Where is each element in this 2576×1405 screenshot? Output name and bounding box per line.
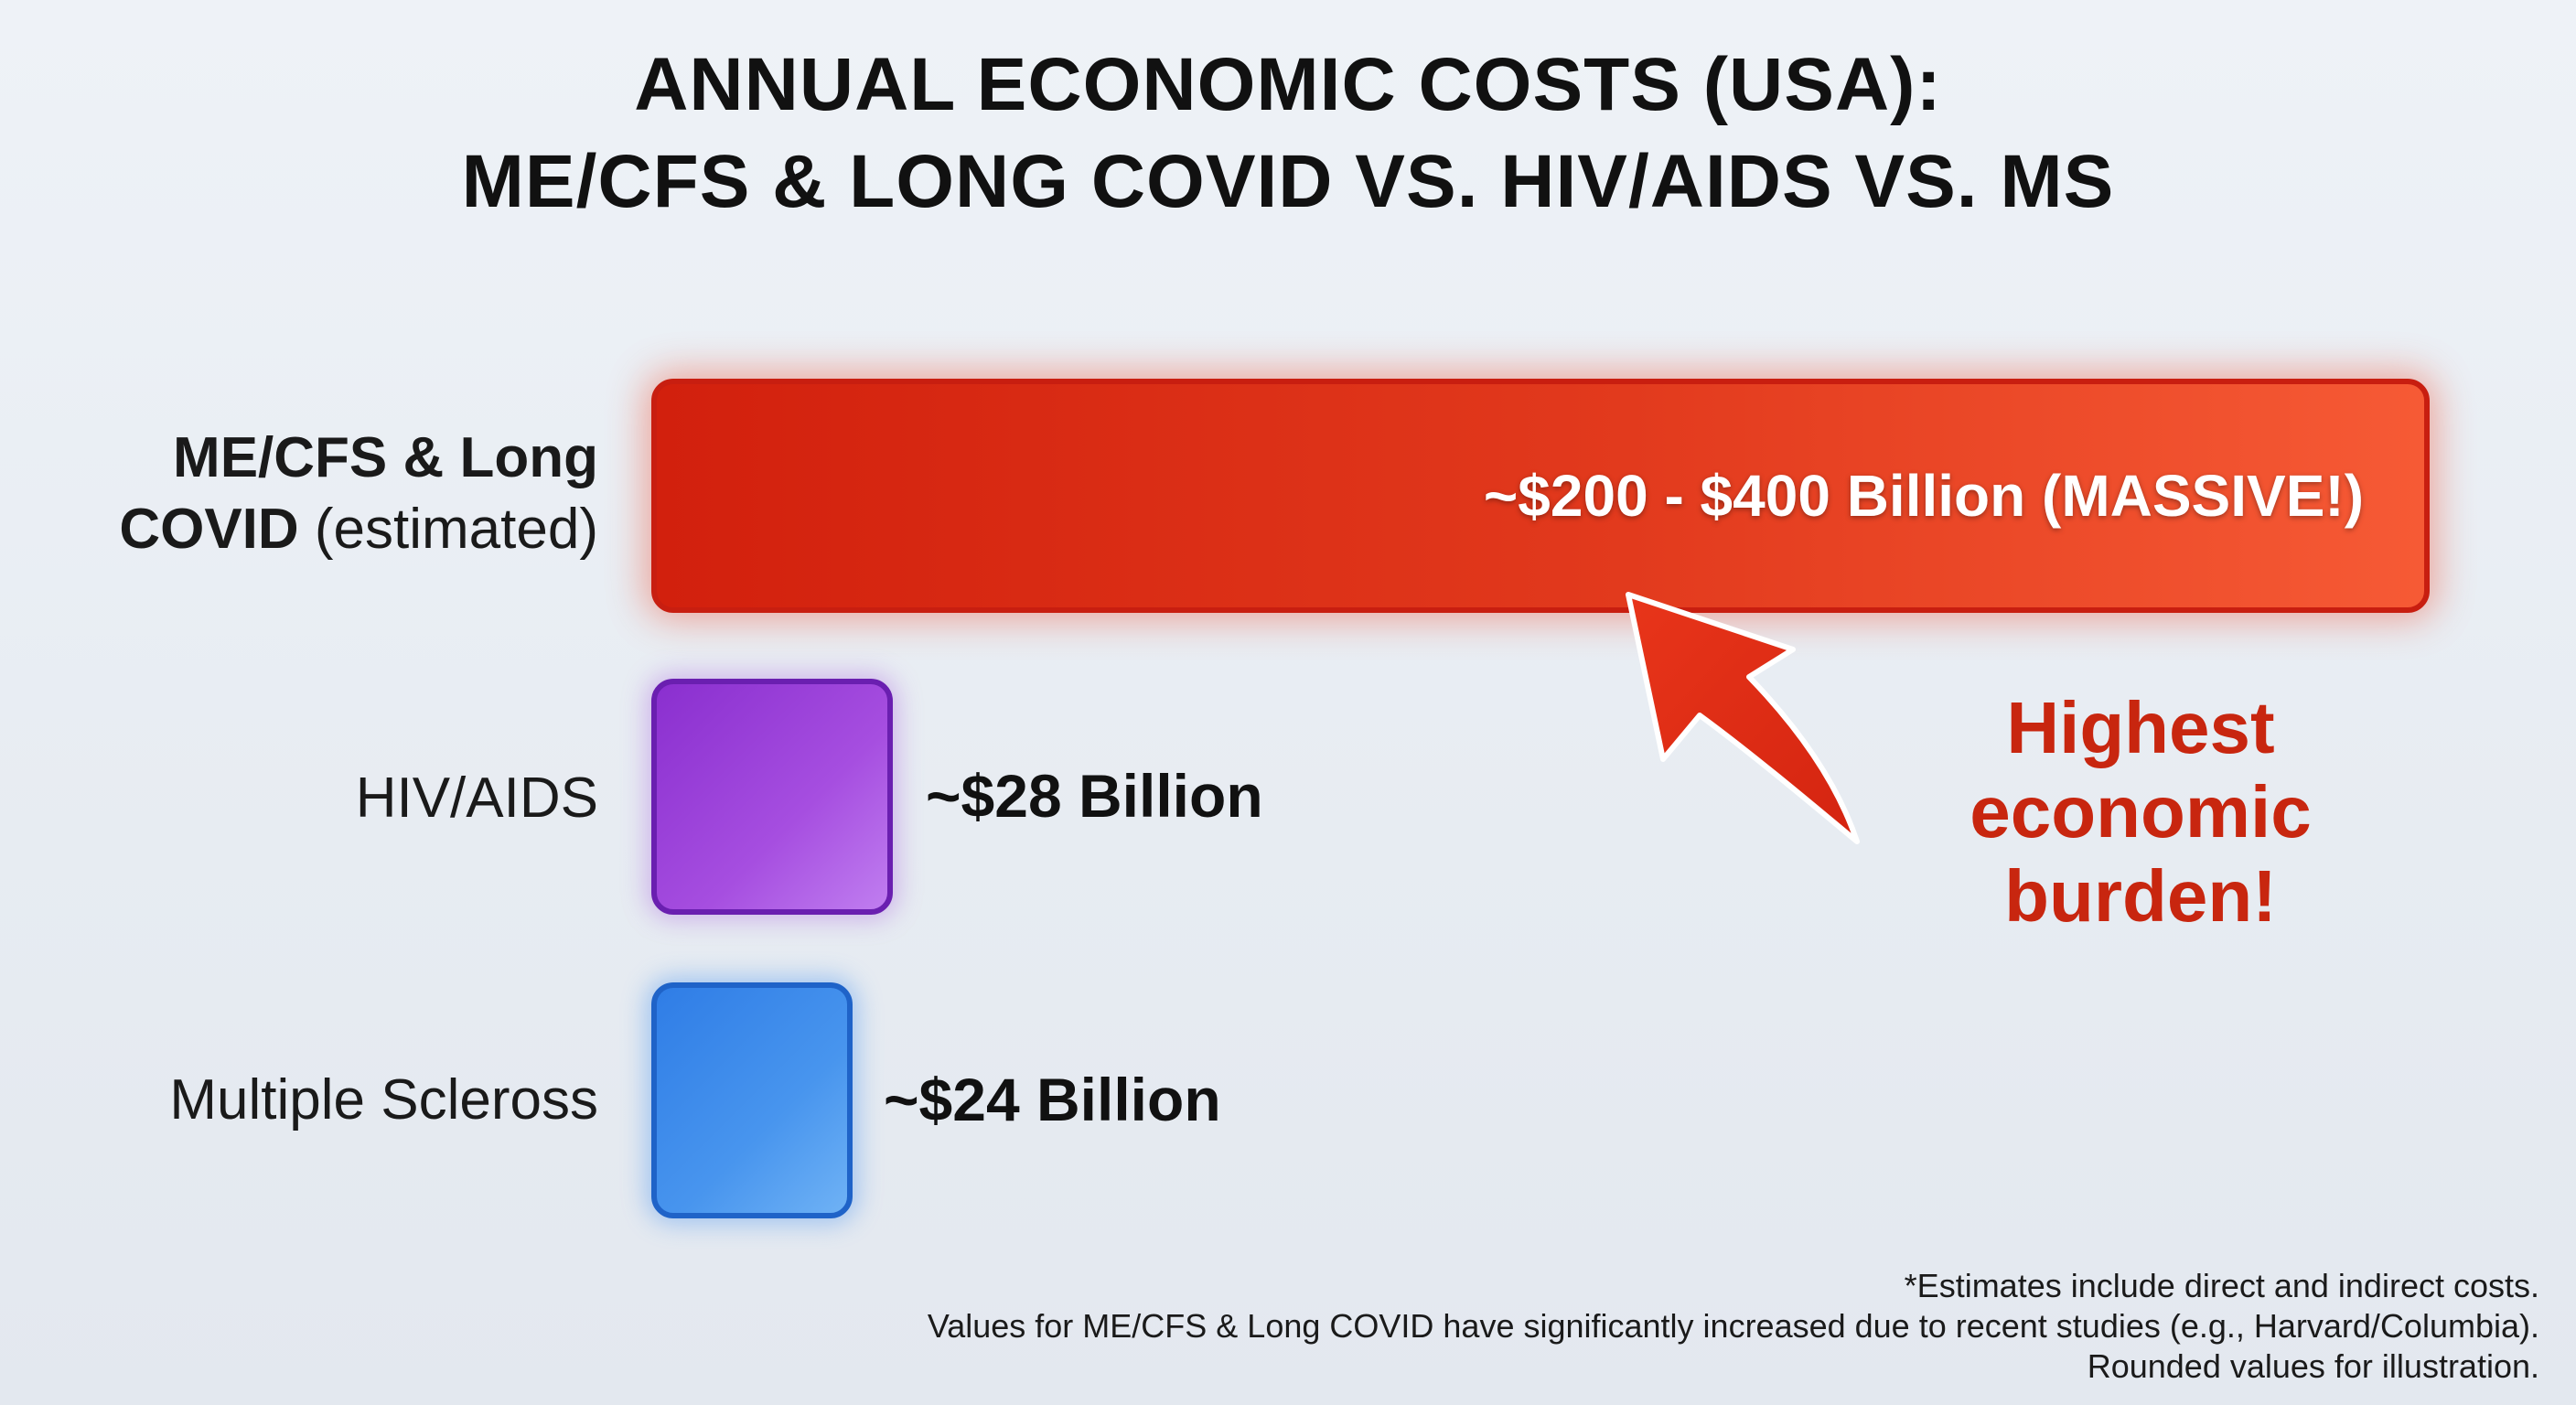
bar-value-label-mecfs: ~$200 - $400 Billion (MASSIVE!) [1483, 463, 2364, 529]
category-label-ms: Multiple Scleross [169, 1068, 598, 1132]
footnote-line-2: Values for ME/CFS & Long COVID have sign… [927, 1307, 2539, 1345]
category-label-mecfs-suffix: (estimated) [298, 498, 598, 561]
bar-multiple-sclerosis [651, 982, 853, 1218]
chart-title: ANNUAL ECONOMIC COSTS (USA): ME/CFS & LO… [0, 37, 2576, 231]
category-label-hiv: HIV/AIDS [355, 767, 598, 830]
value-label-hiv: ~$28 Billion [926, 762, 1263, 830]
callout-line-2: economic [1970, 771, 2312, 853]
bar-mecfs-long-covid: ~$200 - $400 Billion (MASSIVE!) [651, 379, 2430, 613]
chart-title-line-2: ME/CFS & LONG COVID VS. HIV/AIDS VS. MS [461, 140, 2115, 223]
callout-line-3: burden! [2004, 855, 2277, 937]
category-label-mecfs-bold-2: COVID [119, 498, 299, 561]
callout-annotation: Highest economic burden! [1939, 686, 2342, 938]
chart-title-line-1: ANNUAL ECONOMIC COSTS (USA): [634, 43, 1942, 126]
bar-hiv-aids [651, 679, 893, 915]
arrow-icon [1626, 592, 1860, 844]
footnote-line-3: Rounded values for illustration. [2087, 1347, 2539, 1385]
callout-line-1: Highest [2006, 687, 2275, 768]
category-label-mecfs: ME/CFS & Long COVID (estimated) [119, 423, 598, 565]
footnote-line-1: *Estimates include direct and indirect c… [1904, 1267, 2539, 1304]
footnote: *Estimates include direct and indirect c… [928, 1266, 2539, 1387]
value-label-ms: ~$24 Billion [884, 1066, 1221, 1133]
category-label-mecfs-bold-1: ME/CFS & Long [173, 426, 598, 489]
